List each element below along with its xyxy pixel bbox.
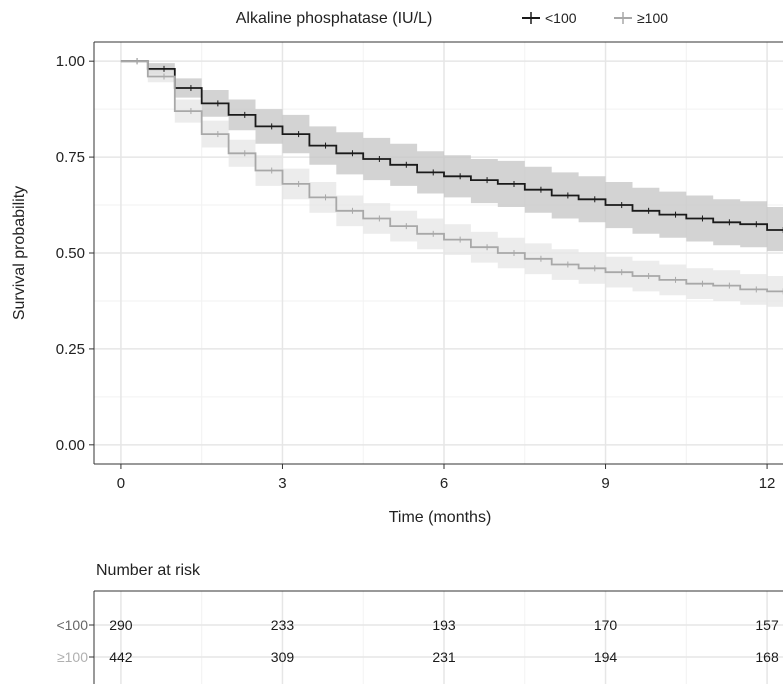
legend-item-lt100: <100 bbox=[522, 10, 577, 26]
y-tick-label: 0.25 bbox=[56, 341, 85, 358]
y-axis-label: Survival probability bbox=[11, 186, 28, 320]
risk-cell: 442 bbox=[109, 649, 133, 665]
y-tick-label: 0.50 bbox=[56, 245, 85, 262]
risk-cell: 290 bbox=[109, 617, 133, 633]
risk-row-label: ≥100 bbox=[57, 649, 88, 665]
risk-table-background bbox=[94, 591, 783, 684]
survival-curve-1 bbox=[120, 60, 783, 293]
legend-item-ge100: ≥100 bbox=[614, 10, 668, 26]
x-tick-label: 0 bbox=[117, 475, 125, 492]
risk-table-title: Number at risk bbox=[96, 562, 201, 579]
risk-cell: 194 bbox=[594, 649, 618, 665]
risk-table-rows: <100 290 233 193 170 157 ≥100 442 309 231 194 168 bbox=[56, 617, 779, 665]
risk-cell: 233 bbox=[271, 617, 295, 633]
survival-curves bbox=[120, 58, 783, 295]
x-axis-label: Time (months) bbox=[389, 509, 492, 526]
x-tick-label: 3 bbox=[278, 475, 286, 492]
risk-cell: 231 bbox=[432, 649, 456, 665]
x-tick-label: 6 bbox=[440, 475, 448, 492]
x-tick-label: 12 bbox=[759, 475, 776, 492]
risk-cell: 157 bbox=[755, 617, 779, 633]
risk-cell: 309 bbox=[271, 649, 295, 665]
x-tick-label: 9 bbox=[601, 475, 609, 492]
survival-curve-0 bbox=[120, 60, 783, 231]
legend: Alkaline phosphatase (IU/L) <100 ≥100 bbox=[236, 10, 669, 27]
y-tick-label: 1.00 bbox=[56, 53, 85, 70]
plot-panel: 0.00 0.25 0.50 0.75 1.00 0 3 6 9 12 Time (months… bbox=[11, 41, 783, 526]
risk-row-label: <100 bbox=[56, 617, 88, 633]
legend-title: Alkaline phosphatase (IU/L) bbox=[236, 10, 433, 27]
confidence-bands bbox=[120, 61, 783, 307]
legend-label-lt100: <100 bbox=[545, 10, 577, 26]
y-tick-label: 0.00 bbox=[56, 437, 85, 454]
risk-cell: 193 bbox=[432, 617, 456, 633]
x-axis-ticks: 0 3 6 9 12 bbox=[117, 464, 776, 492]
risk-cell: 170 bbox=[594, 617, 618, 633]
confidence-band-1 bbox=[120, 61, 783, 307]
confidence-band-0 bbox=[120, 61, 783, 252]
y-axis-ticks: 0.00 0.25 0.50 0.75 1.00 bbox=[56, 53, 94, 454]
risk-table-grid bbox=[94, 591, 783, 684]
y-tick-label: 0.75 bbox=[56, 149, 85, 166]
legend-label-ge100: ≥100 bbox=[637, 10, 668, 26]
risk-table: Number at risk <100 290 233 193 170 157 ≥100 44… bbox=[56, 562, 783, 684]
risk-cell: 168 bbox=[755, 649, 779, 665]
